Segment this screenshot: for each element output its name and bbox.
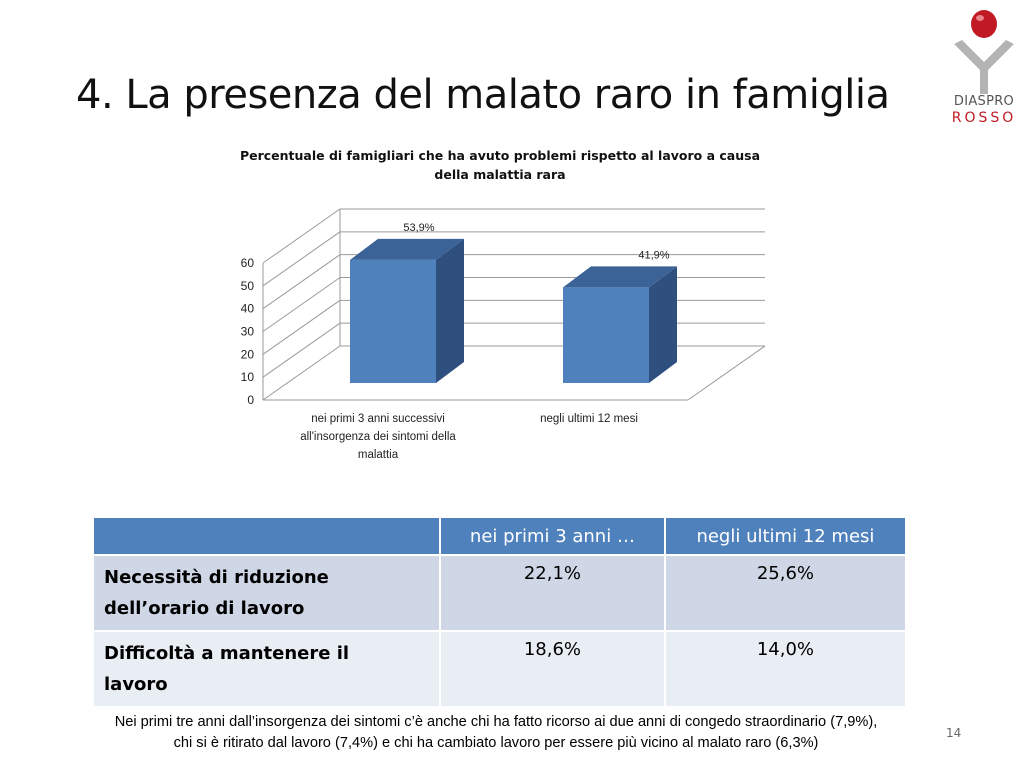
y-tick-label: 30 — [241, 325, 255, 339]
table-cell: 18,6% — [439, 630, 666, 708]
logo-text-line2: ROSSO — [951, 110, 1017, 126]
bar-side — [649, 266, 677, 383]
bar-top — [563, 266, 677, 288]
table-cell: 14,0% — [663, 630, 908, 708]
data-table: nei primi 3 anni … negli ultimi 12 mesi … — [92, 516, 908, 708]
bar-side — [436, 238, 464, 383]
gridline — [262, 254, 341, 310]
y-tick-label: 0 — [247, 393, 254, 407]
table-cell: 22,1% — [439, 554, 666, 632]
table-row: Necessità di riduzione dell’orario di la… — [92, 554, 908, 632]
row-label-line: lavoro — [104, 674, 168, 695]
bar-top — [350, 238, 464, 260]
row-label: Difficoltà a mantenere il lavoro — [92, 630, 441, 708]
bar — [563, 287, 649, 383]
gridline — [262, 299, 341, 355]
gridline — [262, 208, 341, 264]
table-cell: 25,6% — [663, 554, 908, 632]
row-label-line: Difficoltà a mantenere il — [104, 643, 350, 664]
diaspro-rosso-logo — [954, 10, 1014, 94]
chart-title-line: della malattia rara — [434, 167, 566, 182]
row-label: Necessità di riduzione dell’orario di la… — [92, 554, 441, 632]
floor-edge — [687, 345, 766, 401]
footnote: Nei primi tre anni dall’insorgenza dei s… — [46, 712, 946, 754]
gridline — [262, 322, 341, 378]
row-label-line: Necessità di riduzione — [104, 567, 329, 588]
y-tick-label: 10 — [241, 370, 255, 384]
footnote-line: chi si è ritirato dal lavoro (7,4%) e ch… — [173, 735, 819, 751]
bar-chart: 0 10 20 30 40 50 60 53,9% 41,9% nei primi 3 anni … — [241, 208, 766, 461]
table-row: Difficoltà a mantenere il lavoro 18,6% 1… — [92, 630, 908, 708]
row-label-line: dell’orario di lavoro — [104, 598, 305, 619]
table-header-cell: negli ultimi 12 mesi — [663, 516, 908, 556]
logo-text-line1: DIASPRO — [953, 94, 1015, 109]
y-tick-label: 40 — [241, 302, 255, 316]
chart-title-line: Percentuale di famigliari che ha avuto p… — [239, 148, 761, 163]
gridline — [262, 277, 341, 332]
footnote-line: Nei primi tre anni dall’insorgenza dei s… — [114, 714, 878, 730]
table-header-row: nei primi 3 anni … negli ultimi 12 mesi — [92, 516, 908, 556]
y-tick-label: 60 — [241, 256, 255, 270]
data-label: 53,9% — [403, 222, 434, 234]
page-number: 14 — [946, 726, 962, 740]
x-tick-label: malattia — [358, 449, 399, 461]
chart-title: Percentuale di famigliari che ha avuto p… — [200, 146, 800, 184]
x-tick-label: negli ultimi 12 mesi — [540, 413, 638, 425]
x-tick-label: all'insorgenza dei sintomi della — [300, 431, 456, 443]
y-tick-label: 50 — [241, 279, 255, 293]
slide-title: 4. La presenza del malato raro in famigl… — [76, 72, 890, 118]
data-label: 41,9% — [638, 249, 669, 261]
gridline — [262, 345, 341, 401]
logo-figure-icon — [954, 10, 1014, 94]
x-tick-label: nei primi 3 anni successivi — [311, 413, 445, 425]
gridline — [262, 231, 341, 287]
bar — [350, 259, 436, 383]
y-tick-label: 20 — [241, 347, 255, 361]
table-header-cell: nei primi 3 anni … — [439, 516, 666, 556]
table-header-cell — [92, 516, 441, 556]
